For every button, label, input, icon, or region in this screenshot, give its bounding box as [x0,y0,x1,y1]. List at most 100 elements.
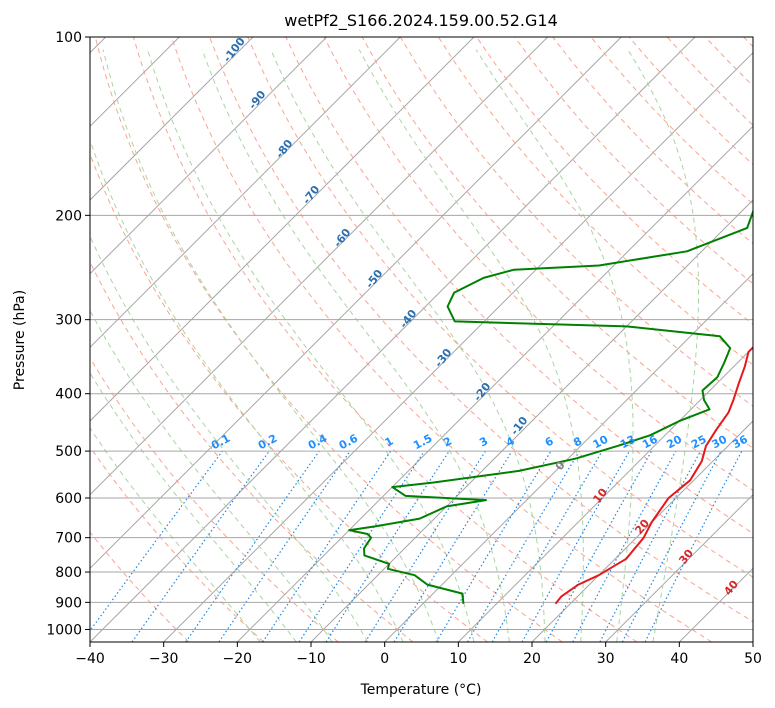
mixing-ratio-line [131,450,270,642]
moist-adiabat-line [270,49,546,642]
moist-adiabat-line [90,371,297,642]
moist-adiabat-line [90,235,369,642]
dry-adiabat-line [514,37,753,285]
x-tick-label: −40 [75,651,105,667]
dry-adiabat-line [171,37,712,642]
height-label: 10 [590,486,610,506]
chart-title: wetPf2_S166.2024.159.00.52.G14 [284,11,558,31]
height-label: -80 [273,137,296,161]
height-label: -20 [471,380,494,404]
height-label: -100 [221,35,248,65]
x-tick-label: 40 [670,651,688,667]
y-tick-label: 200 [55,208,82,224]
dry-adiabat-line [132,37,638,642]
moist-adiabat-line [201,49,510,642]
mixing-ratio-label: 0.4 [306,432,330,453]
x-tick-label: −30 [149,651,179,667]
mixing-ratio-label: 36 [730,433,750,452]
y-tick-label: 400 [55,387,82,403]
mixing-ratio-label: 6 [543,434,556,449]
mixing-ratio-line [325,450,450,642]
mixing-ratio-line [521,450,631,642]
mixing-ratio-line [298,450,425,642]
mixing-ratio-line [644,450,743,642]
moist-adiabat-line [475,49,634,642]
x-tick-label: 0 [380,651,389,667]
dry-adiabat-line [209,37,753,623]
dry-adiabat-line [90,446,264,642]
isotherm-line [752,641,753,642]
height-label: -70 [300,183,323,207]
height-label: 20 [632,517,652,537]
mixing-ratio-label: 2 [441,434,454,449]
moist-adiabat-line [102,49,439,642]
isotherm-line [236,125,753,642]
y-axis-label: Pressure (hPa) [12,290,28,390]
isotherm-line [90,37,622,570]
height-label: -10 [508,414,531,438]
dry-adiabat-line [90,356,339,642]
height-label: 40 [721,578,741,598]
mixing-ratio-label: 20 [664,433,684,452]
moist-adiabat-line [90,427,261,642]
mixing-ratio-line [393,450,513,642]
moist-adiabat-line [90,309,333,642]
temperature-profile-line [554,345,753,605]
mixing-ratio-line [90,450,223,632]
mixing-ratio-line [185,450,320,642]
height-label: -60 [331,226,354,250]
isotherm-line [90,37,401,349]
dry-adiabat-line [90,152,488,642]
mixing-ratio-label: 1.5 [411,432,434,453]
y-tick-label: 900 [55,595,82,611]
mixing-ratio-line [262,450,392,642]
isobar-gridlines [90,37,753,630]
x-tick-label: 10 [449,651,467,667]
mixing-ratio-label: 30 [710,433,730,452]
isotherm-line [90,37,696,642]
sounding-series [348,208,753,605]
mixing-ratio-label: 25 [689,433,709,452]
dry-adiabat-line [90,260,414,642]
y-tick-label: 600 [55,491,82,507]
isotherm-line [90,37,475,422]
y-tick-label: 300 [55,313,82,329]
x-axis-label: Temperature (°C) [360,682,482,698]
height-labels: 0.1 0.2 0.4 0.6 1 1.5 2 3 4 6 8 10 13 16 20 25 30 36-100-… [209,35,750,598]
height-label: -40 [397,307,420,331]
height-label: -50 [363,267,386,291]
dry-adiabat-line [94,37,563,642]
mixing-ratio-label: 3 [477,434,490,449]
isotherm-line [90,37,328,275]
isotherm-line [384,272,753,642]
height-label: -90 [246,88,269,112]
mixing-ratio-line [572,450,677,642]
y-tick-label: 100 [55,30,82,46]
mixing-ratio-label: 1 [383,434,396,449]
isotherm-line [457,346,753,642]
dry-adiabat-line [90,531,190,642]
y-tick-label: 1000 [46,622,82,638]
mixing-ratio-line [218,450,351,642]
height-label: 30 [676,547,696,567]
dry-adiabat-line [361,37,753,449]
mixing-ratio-line [364,450,486,642]
dry-adiabat-line [247,37,753,578]
dry-adiabat-line [704,37,753,87]
x-tick-label: −20 [223,651,253,667]
x-tick-label: −10 [296,651,326,667]
mixing-ratio-line [545,450,653,642]
mixing-ratio-label: 13 [618,433,638,452]
y-tick-label: 700 [55,531,82,547]
y-tick-label: 500 [55,444,82,460]
moist-adiabat-line [358,49,584,642]
dry-adiabat-line [743,37,753,48]
mixing-ratio-label: 10 [591,433,611,452]
dewpoint-profile-line [348,208,753,604]
isotherm-line [605,493,753,642]
mixing-ratio-label: 16 [640,433,660,452]
isotherm-line [163,51,753,642]
moist-adiabat-line [90,138,404,642]
mixing-ratio-label: 8 [571,434,584,449]
